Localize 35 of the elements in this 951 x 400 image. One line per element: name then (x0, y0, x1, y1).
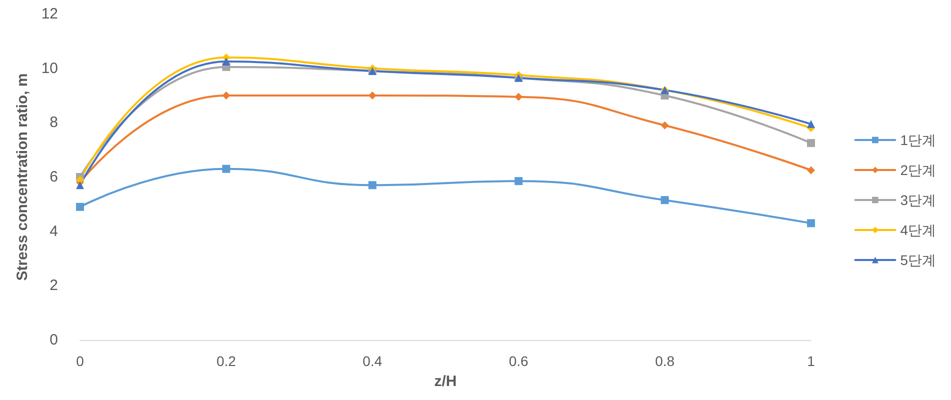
point (807, 139, 815, 148)
point (514, 92, 523, 101)
point (368, 181, 376, 190)
point (222, 164, 230, 173)
y-tick-label: 6 (50, 168, 58, 186)
y-tick-label: 2 (50, 277, 58, 294)
x-tick-label: 0.2 (216, 353, 236, 369)
point (807, 219, 815, 228)
y-axis-title: Stress concentration ratio, m (14, 73, 31, 281)
legend-label: 2단계 (900, 162, 936, 178)
point (807, 120, 815, 128)
x-tick-label: 0.8 (655, 353, 675, 369)
legend-label: 3단계 (900, 192, 936, 208)
point (660, 196, 669, 204)
y-tick-label: 12 (41, 6, 58, 22)
y-tick-label: 10 (41, 60, 58, 77)
point (222, 58, 230, 66)
y-tick-label: 8 (50, 114, 58, 132)
point (76, 181, 84, 190)
point (807, 166, 815, 174)
x-axis-title: z/H (434, 373, 457, 390)
legend-label: 1단계 (900, 132, 936, 148)
x-tick-label: 0.6 (508, 353, 529, 369)
point (222, 92, 230, 100)
y-tick-label: 4 (50, 222, 58, 240)
point (660, 121, 669, 130)
y-tick-label: 0 (50, 332, 58, 348)
x-tick-label: 0.4 (362, 353, 382, 369)
legend-label: 5단계 (900, 252, 936, 268)
x-tick-label: 0 (76, 353, 84, 369)
point (514, 177, 523, 186)
point (76, 176, 84, 184)
point (76, 202, 84, 211)
legend-label: 4단계 (900, 222, 936, 238)
x-tick-label: 1 (807, 353, 816, 369)
